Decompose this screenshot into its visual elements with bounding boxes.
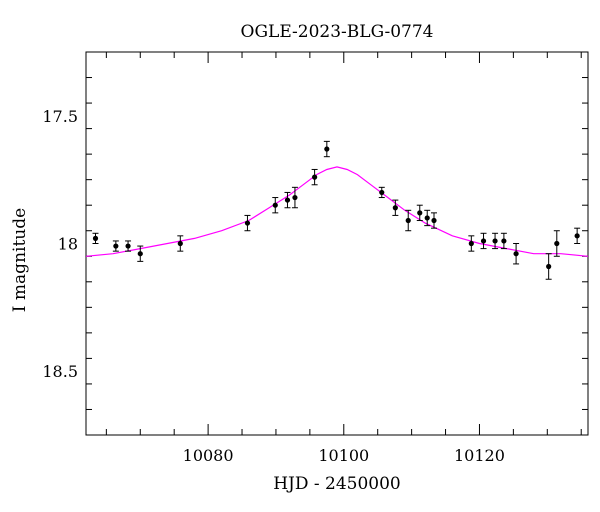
x-axis-label: HJD - 2450000: [273, 474, 401, 494]
data-point: [513, 251, 519, 257]
data-point: [312, 174, 318, 180]
data-point: [574, 233, 580, 239]
data-point: [468, 240, 474, 247]
data-point: [92, 235, 99, 241]
x-tick-label: 10100: [318, 446, 369, 465]
data-point: [125, 243, 131, 249]
data-point: [492, 238, 498, 244]
plot-frame: [85, 51, 589, 436]
data-point: [417, 210, 423, 216]
y-tick-label: 18: [58, 235, 78, 254]
y-tick-label: 17.5: [42, 107, 78, 126]
data-point: [284, 197, 291, 203]
x-tick-label: 10080: [183, 446, 234, 465]
x-tick-label: 10120: [454, 446, 505, 465]
data-point: [137, 251, 143, 257]
data-point: [177, 240, 183, 247]
y-tick-label: 18.5: [42, 362, 78, 381]
data-point: [272, 202, 278, 208]
y-axis-label: I magnitude: [10, 207, 30, 313]
data-point: [501, 238, 507, 244]
data-point: [324, 146, 330, 152]
data-point: [546, 263, 552, 270]
model-curve: [85, 166, 589, 257]
data-point: [392, 205, 398, 211]
data-point: [405, 217, 411, 224]
data-point: [554, 240, 560, 247]
data-point: [424, 215, 430, 221]
data-point: [480, 238, 487, 244]
data-point: [244, 220, 251, 226]
chart-title: OGLE-2023-BLG-0774: [240, 22, 434, 42]
data-point: [431, 217, 437, 224]
data-point: [379, 189, 385, 196]
data-point: [113, 243, 119, 249]
data-point: [292, 194, 298, 201]
